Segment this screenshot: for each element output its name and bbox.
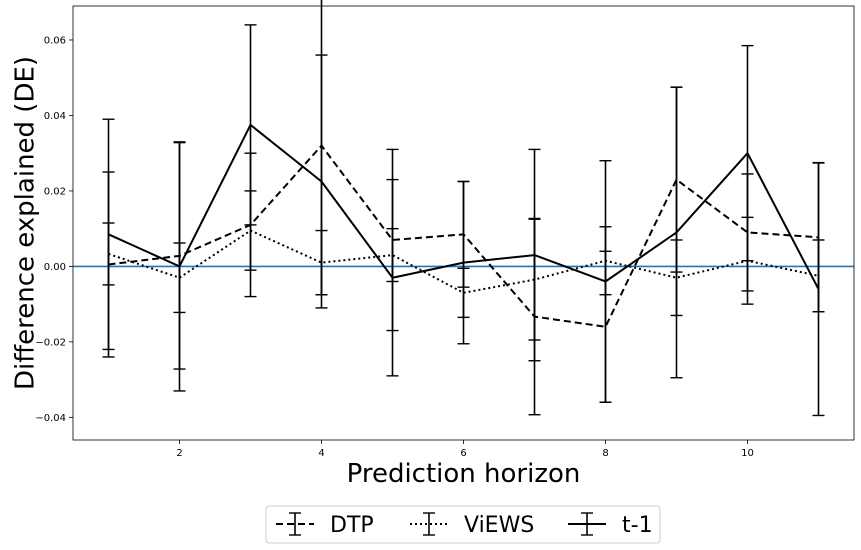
legend: DTP ViEWS t-1 <box>265 505 661 544</box>
y-tick-label: 0.06 <box>44 35 66 46</box>
series-line <box>108 123 820 290</box>
legend-label: t-1 <box>622 513 653 538</box>
y-tick-label: 0.04 <box>44 111 66 122</box>
legend-entry: DTP <box>276 512 374 538</box>
plot-area <box>73 0 854 417</box>
legend-box <box>265 505 661 544</box>
legend-label: DTP <box>330 513 374 538</box>
y-tick-label: −0.02 <box>35 337 66 348</box>
y-axis-title: Difference explained (DE) <box>11 56 41 390</box>
legend-entry: ViEWS <box>410 512 534 538</box>
x-tick-label: 4 <box>318 448 324 459</box>
x-tick-label: 2 <box>176 448 182 459</box>
series-t-1 <box>102 24 825 417</box>
y-axis: −0.04 −0.02 0.00 0.02 0.04 0.06 <box>35 35 73 424</box>
x-axis: 2 4 6 8 10 <box>176 440 754 459</box>
y-tick-label: 0.00 <box>44 262 66 273</box>
x-tick-label: 10 <box>741 448 754 459</box>
legend-entry: t-1 <box>568 512 653 538</box>
x-axis-title: Prediction horizon <box>347 459 581 489</box>
x-tick-label: 6 <box>460 448 466 459</box>
y-tick-label: 0.02 <box>44 186 66 197</box>
series-line <box>108 229 819 294</box>
y-tick-label: −0.04 <box>35 413 66 424</box>
legend-label: ViEWS <box>464 513 534 538</box>
x-tick-label: 8 <box>602 448 608 459</box>
